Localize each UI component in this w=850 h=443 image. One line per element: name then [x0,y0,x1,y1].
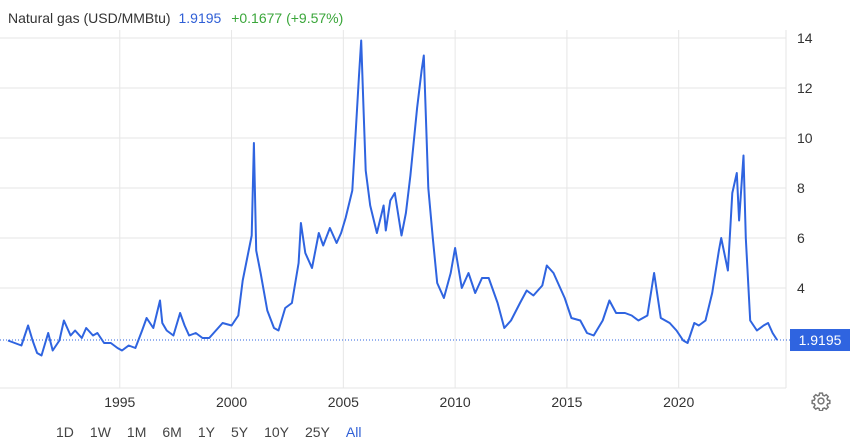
gear-icon[interactable] [811,391,831,411]
range-button-1y[interactable]: 1Y [197,424,215,440]
chart-title-row: Natural gas (USD/MMBtu) 1.9195 +0.1677 (… [8,10,343,26]
range-button-5y[interactable]: 5Y [230,424,249,440]
y-tick-label: 10 [797,130,813,146]
range-button-1d[interactable]: 1D [56,424,74,440]
natural-gas-price-line [7,39,778,357]
y-tick-label: 6 [797,230,805,246]
range-button-1w[interactable]: 1W [89,424,111,440]
y-tick-label: 14 [797,30,813,46]
x-tick-label: 2020 [663,394,694,410]
series-line-group [7,39,778,357]
instrument-name: Natural gas (USD/MMBtu) [8,10,171,26]
grid-lines [0,30,787,389]
y-tick-label: 4 [797,280,805,296]
time-range-selector: 1D 1W 1M 6M 1Y 5Y 10Y 25Y All [56,424,377,440]
last-price-badge-label: 1.9195 [799,332,842,348]
axis-ticks: 4 6 8 10 12 14 1995 2000 2005 2010 2015 2020 [104,30,813,410]
range-button-all[interactable]: All [345,424,362,440]
range-button-25y[interactable]: 25Y [304,424,330,440]
y-tick-label: 8 [797,180,805,196]
y-tick-label: 12 [797,80,813,96]
price-change: +0.1677 (+9.57%) [231,10,344,26]
range-button-6m[interactable]: 6M [162,424,182,440]
range-button-10y[interactable]: 10Y [264,424,289,440]
last-price-group: 1.9195 [0,329,850,352]
x-tick-label: 2015 [551,394,582,410]
x-tick-label: 2005 [328,394,359,410]
range-button-1m[interactable]: 1M [126,424,147,440]
last-price-badge [790,329,850,352]
current-price: 1.9195 [178,10,222,26]
x-tick-label: 2010 [440,394,471,410]
x-tick-label: 1995 [104,394,135,410]
x-tick-label: 2000 [216,394,247,410]
